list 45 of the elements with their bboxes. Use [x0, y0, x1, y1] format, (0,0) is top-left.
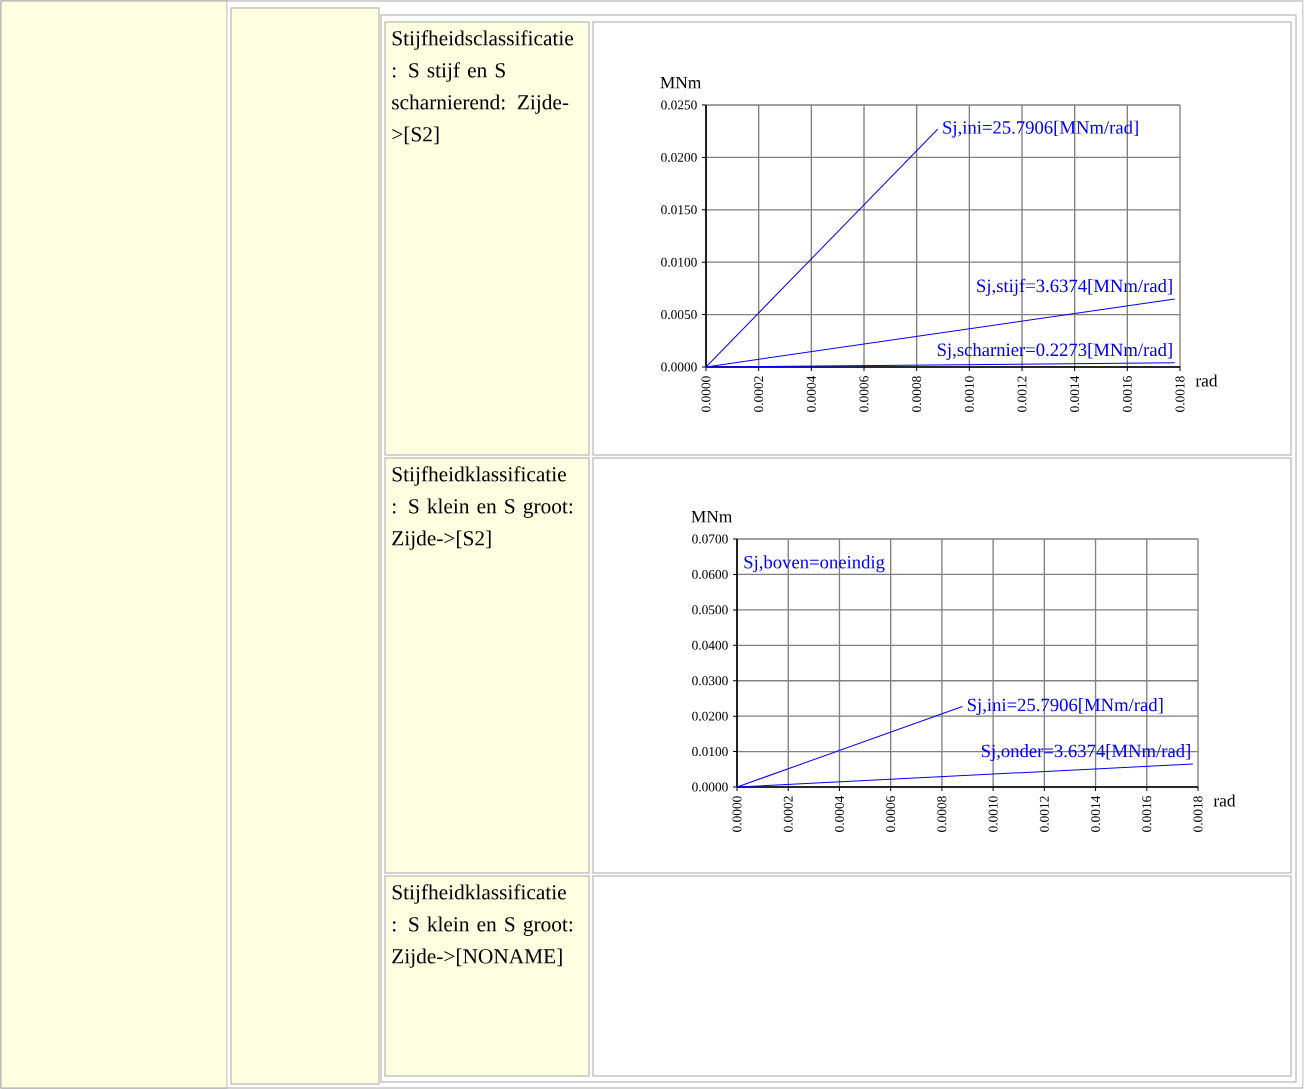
x-tick-label: 0.0014: [1091, 795, 1101, 832]
x-tick-label: 0.0010: [964, 376, 974, 412]
y-tick-label: 0.0150: [661, 205, 697, 215]
text: Stijfheidklassificatie : S klein en S groot: Zijde->[NONAME]: [392, 884, 573, 968]
y-tick-label: 0.0200: [661, 152, 697, 162]
y-tick-label: 0.0700: [692, 534, 728, 544]
series-label: Sj,onder=3.6374[MNm/rad]: [981, 744, 1190, 762]
x-tick-label: 0.0004: [834, 795, 844, 832]
x-tick-label: 0.0002: [754, 376, 764, 412]
x-tick-label: 0.0018: [1193, 796, 1203, 832]
x-tick-label: 0.0012: [1017, 376, 1027, 412]
series-label: Sj,ini=25.7906[MNm/rad]: [967, 698, 1163, 716]
x-tick-label: 0.0016: [1122, 376, 1132, 412]
y-tick-label: 0.0000: [692, 782, 728, 792]
text: Stijfheidsclassificatie : S stijf en S scharnierend: Zijde->[S2]: [392, 30, 574, 145]
y-tick-label: 0.0100: [661, 257, 697, 267]
x-tick-label: 0.0010: [988, 796, 998, 832]
y-tick-label: 0.0100: [692, 747, 728, 757]
x-tick-label: 0.0006: [886, 796, 896, 832]
x-tick-label: 0.0016: [1142, 796, 1152, 832]
annotation: Sj,boven=oneindig: [744, 555, 885, 573]
x-tick-label: 0.0006: [859, 376, 869, 412]
y-axis-title: MNm: [691, 510, 733, 523]
y-tick-label: 0.0000: [661, 362, 697, 372]
x-axis-title: rad: [1213, 794, 1236, 807]
y-tick-label: 0.0400: [692, 640, 728, 650]
x-tick-label: 0.0008: [937, 796, 947, 832]
y-tick-label: 0.0050: [661, 310, 697, 320]
series-label: Sj,stijf=3.6374[MNm/rad]: [977, 278, 1172, 296]
x-axis-title: rad: [1195, 374, 1218, 387]
y-tick-label: 0.0250: [661, 100, 697, 110]
y-tick-label: 0.0200: [692, 711, 728, 721]
y-tick-label: 0.0500: [692, 605, 728, 615]
y-tick-label: 0.0300: [692, 676, 728, 686]
x-tick-label: 0.0002: [783, 796, 793, 832]
x-tick-label: 0.0018: [1175, 376, 1185, 412]
x-tick-label: 0.0014: [1070, 375, 1080, 412]
series-label: Sj,scharnier=0.2273[MNm/rad]: [937, 342, 1172, 360]
x-tick-label: 0.0008: [912, 376, 922, 412]
y-axis-title: MNm: [660, 76, 702, 89]
y-tick-label: 0.0600: [692, 569, 728, 579]
series-label: Sj,ini=25.7906[MNm/rad]: [943, 120, 1138, 138]
x-tick-label: 0.0012: [1039, 796, 1049, 832]
x-tick-label: 0.0004: [806, 375, 816, 412]
text: Stijfheidklassificatie : S klein en S groot: Zijde->[S2]: [392, 466, 573, 550]
